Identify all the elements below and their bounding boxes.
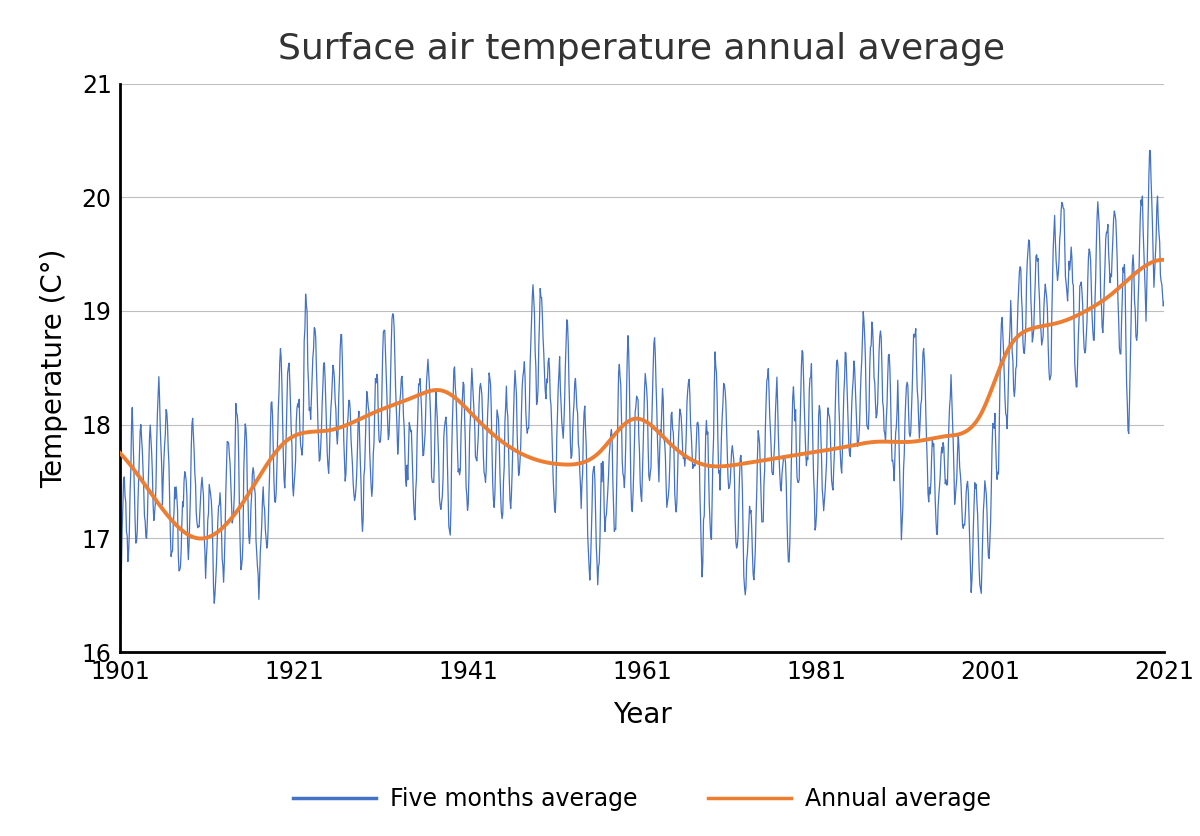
Five months average — [376, 351, 390, 361]
Title: Surface air temperature annual average: Surface air temperature annual average — [278, 32, 1006, 65]
Legend: Five months average, Annual average: Five months average, Annual average — [283, 777, 1001, 820]
Five months average — [508, 383, 522, 393]
Annual average — [679, 452, 694, 462]
Five months average — [253, 548, 268, 558]
Annual average — [971, 415, 985, 425]
Five months average — [898, 416, 912, 426]
Annual average — [1157, 255, 1171, 265]
Five months average — [508, 365, 522, 375]
Annual average — [1134, 264, 1148, 274]
Annual average — [611, 426, 625, 436]
Five months average — [1142, 145, 1157, 155]
Five months average — [1157, 297, 1171, 307]
Annual average — [1154, 255, 1169, 265]
Annual average — [113, 448, 127, 458]
Five months average — [901, 407, 916, 417]
X-axis label: Year: Year — [612, 701, 672, 729]
Annual average — [194, 533, 209, 543]
Line: Five months average: Five months average — [120, 150, 1164, 645]
Y-axis label: Temperature (C°): Temperature (C°) — [40, 248, 67, 487]
Annual average — [737, 459, 751, 469]
Five months average — [113, 640, 127, 650]
Line: Annual average: Annual average — [120, 260, 1164, 538]
Annual average — [617, 420, 631, 430]
